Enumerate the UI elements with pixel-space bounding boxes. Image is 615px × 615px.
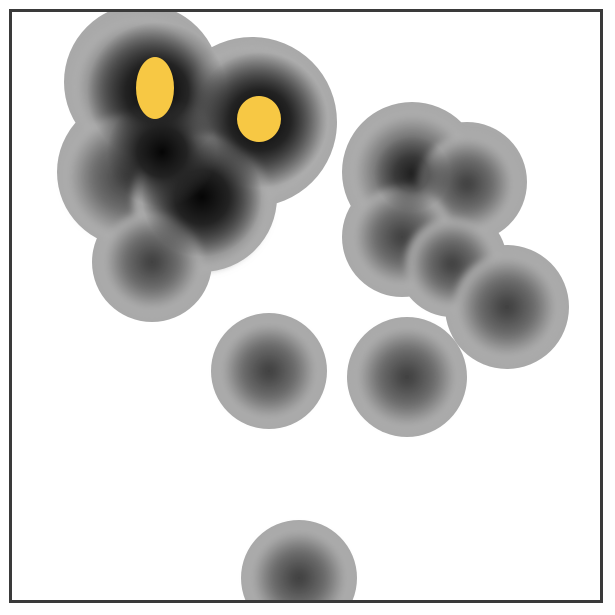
shade-blob <box>219 321 319 421</box>
dark-core <box>374 136 450 212</box>
hotspot <box>136 57 174 119</box>
shade-blob <box>455 255 559 359</box>
shade-blob <box>249 528 349 600</box>
hotspot <box>237 96 281 142</box>
dark-core <box>107 97 217 207</box>
heatmap-frame <box>9 9 603 603</box>
hotspot-layer <box>136 57 281 142</box>
shade-blob <box>355 325 459 429</box>
heatmap-canvas <box>57 12 569 600</box>
